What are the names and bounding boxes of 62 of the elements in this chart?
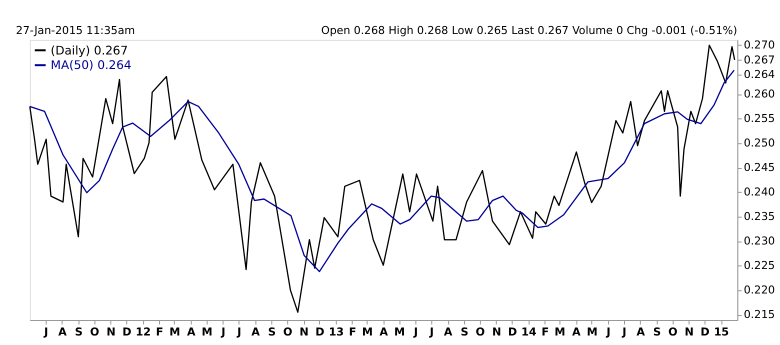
y-tick-label: 0.267	[744, 53, 775, 66]
y-tick-label: 0.260	[744, 88, 776, 101]
x-tick-label: J	[412, 325, 418, 338]
x-tick-label: 12	[136, 325, 151, 338]
y-tick-label: 0.245	[744, 161, 775, 174]
x-tick-label: D	[508, 325, 518, 338]
x-tick-label: S	[460, 325, 469, 338]
x-tick-label: O	[476, 325, 485, 338]
y-tick-label: 0.255	[744, 112, 775, 126]
x-tick-label: D	[315, 325, 324, 338]
y-tick-label: 0.215	[744, 308, 775, 322]
x-tick-label: O	[283, 325, 292, 338]
y-tick-label: 0.225	[744, 259, 775, 272]
x-tick-label: A	[572, 325, 582, 338]
x-tick-label: M	[169, 325, 180, 338]
line-series	[29, 70, 735, 272]
legend-label: (Daily) 0.267	[50, 43, 128, 58]
x-tick-label: A	[251, 325, 260, 338]
x-tick-label: N	[684, 325, 694, 338]
text: 27-Jan-2015 11:35am	[16, 24, 136, 37]
x-tick-label: F	[348, 325, 356, 338]
x-tick-label: N	[106, 325, 116, 338]
x-tick-label: A	[186, 325, 196, 338]
x-tick-label: M	[362, 325, 373, 338]
x-tick-label: M	[394, 325, 406, 338]
x-tick-label: 13	[328, 325, 344, 338]
x-tick-label: M	[202, 325, 212, 338]
line-series	[29, 44, 736, 313]
y-tick-label: 0.220	[744, 284, 776, 297]
x-tick-label: S	[74, 325, 83, 338]
x-tick-label: A	[444, 325, 453, 338]
legend-label: MA(50) 0.264	[50, 58, 132, 72]
x-tick-label: M	[586, 325, 598, 338]
y-tick-label: 0.230	[744, 234, 776, 248]
x-tick-label: J	[43, 325, 48, 338]
x-tick-label: A	[636, 325, 646, 338]
x-tick-label: S	[653, 325, 662, 338]
x-tick-label: M	[554, 325, 566, 338]
x-tick-label: N	[300, 325, 309, 338]
y-tick-label: 0.235	[744, 210, 775, 224]
x-tick-label: F	[541, 325, 549, 338]
y-tick-label: 0.270	[744, 38, 776, 52]
x-tick-label: D	[122, 325, 132, 338]
x-tick-label: O	[668, 325, 678, 338]
x-tick-label: J	[428, 325, 434, 338]
x-tick-label: F	[156, 325, 164, 338]
x-tick-label: J	[605, 325, 611, 338]
y-tick-label: 0.264	[744, 68, 776, 82]
x-tick-label: D	[700, 325, 710, 338]
x-tick-label: O	[90, 325, 100, 338]
x-tick-label: J	[236, 325, 242, 338]
x-tick-label: A	[380, 325, 389, 338]
x-tick-label: 15	[714, 325, 730, 338]
text: Open 0.268 High 0.268 Low 0.265 Last 0.267 Volume 0 Chg -0.001 (-0.51%)	[321, 24, 738, 37]
x-tick-label: J	[220, 325, 226, 338]
x-tick-label: J	[621, 325, 626, 338]
x-tick-label: N	[492, 325, 502, 338]
x-tick-label: A	[58, 325, 68, 338]
y-tick-label: 0.240	[744, 186, 776, 199]
x-tick-label: S	[268, 325, 276, 338]
y-tick-label: 0.250	[744, 136, 776, 150]
x-tick-label: 14	[521, 325, 537, 338]
